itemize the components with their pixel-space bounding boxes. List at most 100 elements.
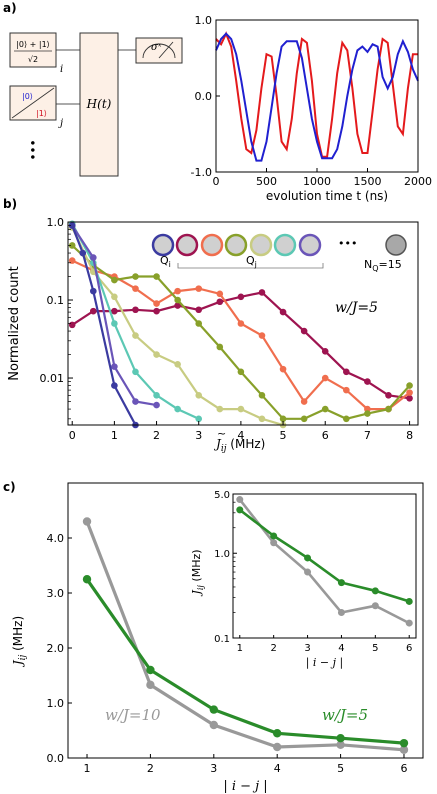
chart-b-xtick-label: 8 xyxy=(406,429,413,442)
chart-c-xtick-label: 4 xyxy=(274,762,281,775)
more-qubits-dots: ••• xyxy=(25,139,39,160)
inset-xlabel: | i − j | xyxy=(306,656,344,670)
chart-a-ytick-label: -1.0 xyxy=(191,166,212,179)
chart-b-point xyxy=(216,298,224,306)
inset-frame xyxy=(232,493,417,639)
hamiltonian-label: H(t) xyxy=(86,97,112,111)
inset-xtick-label: 4 xyxy=(338,643,344,654)
legend-qi: Qi xyxy=(160,254,171,269)
chart-b-point xyxy=(111,276,118,284)
chart-b-point xyxy=(90,254,97,261)
inset-point xyxy=(405,619,413,627)
chart-b-point xyxy=(237,293,245,301)
chart-b-point xyxy=(174,287,181,295)
panel-c-label: c) xyxy=(3,480,16,494)
chart-b-point xyxy=(237,368,245,376)
inset-point xyxy=(304,568,312,576)
panel-b-label: b) xyxy=(3,197,17,211)
input-i-subscript: i xyxy=(60,64,63,75)
measurement-label: σˣ xyxy=(151,42,162,53)
chart-b-point xyxy=(216,405,224,413)
input-j-ket0: |0⟩ xyxy=(22,92,33,101)
chart-c-point xyxy=(209,705,219,714)
legend-qubit-circle xyxy=(175,233,199,257)
chart-b-point xyxy=(258,332,266,339)
chart-b-point xyxy=(258,289,266,296)
chart-c-ylabel: Jij (MHz) xyxy=(11,616,28,668)
legend-qubit-circle xyxy=(298,233,322,257)
chart-b-annotation: w/J=5 xyxy=(335,300,378,316)
inset-point xyxy=(236,496,244,504)
chart-c-point xyxy=(146,665,155,675)
legend-qubit-circle xyxy=(224,233,248,257)
chart-b-xlabel-tilde: ~ xyxy=(217,427,226,440)
chart-b-point xyxy=(68,321,76,329)
chart-a-xtick-label: 1000 xyxy=(303,175,331,188)
chart-b-point xyxy=(111,382,118,389)
chart-c-point xyxy=(399,745,409,754)
chart-b-xtick-label: 4 xyxy=(237,429,244,442)
chart-b-point xyxy=(279,365,287,373)
chart-b-point xyxy=(406,389,413,396)
chart-b-point xyxy=(68,257,76,264)
chart-b-point xyxy=(364,378,371,385)
chart-b-point xyxy=(195,285,203,292)
chart-b-point xyxy=(195,320,203,327)
chart-b-legend: Qi Qj ••• NQ=15 xyxy=(151,233,407,273)
chart-c-ytick-label: 2.0 xyxy=(47,642,65,655)
input-i-denominator: √2 xyxy=(28,55,38,64)
chart-b-point xyxy=(343,415,350,423)
chart-b-ytick-label: 0.1 xyxy=(47,294,65,307)
inset-point xyxy=(337,608,345,616)
chart-b-point xyxy=(343,368,350,376)
chart-b-ytick-label: 1.0 xyxy=(47,216,65,229)
chart-b-ytick-label: 0.01 xyxy=(40,372,65,385)
chart-c-point xyxy=(209,720,219,730)
chart-b-point xyxy=(132,285,139,292)
inset-ylabel: Jij (MHz) xyxy=(190,549,205,596)
chart-b-point xyxy=(385,405,392,413)
chart-c-xtick-label: 5 xyxy=(337,762,344,775)
chart-c-frame xyxy=(67,482,424,759)
chart-c-ytick-label: 3.0 xyxy=(47,587,65,600)
chart-c-inset: 1 2 3 4 5 6 5.0 1.0 0.1 | i − j | Jij (MHz) xyxy=(190,490,417,670)
chart-b-point xyxy=(343,386,350,394)
chart-b-xtick-label: 2 xyxy=(153,429,160,442)
chart-c-xtick-label: 1 xyxy=(84,762,91,775)
legend-qubit-circle xyxy=(151,233,175,257)
inset-point xyxy=(337,579,345,587)
chart-b-point xyxy=(174,360,181,368)
chart-b-point xyxy=(237,320,245,327)
hamiltonian-box xyxy=(79,32,119,177)
chart-b-point xyxy=(279,308,287,316)
inset-point xyxy=(371,587,379,595)
chart-b-point xyxy=(364,405,371,413)
chart-b-point xyxy=(68,242,76,249)
inset-point xyxy=(371,602,379,610)
inset-xtick-label: 2 xyxy=(270,643,276,654)
chart-c-point xyxy=(272,729,282,738)
chart-b-point xyxy=(300,415,308,423)
chart-c-xlabel: | i − j | xyxy=(223,779,267,794)
chart-b-point xyxy=(132,368,139,376)
chart-a-ytick-label: 0.0 xyxy=(195,90,213,103)
chart-b-series-2 xyxy=(71,244,411,420)
chart-c-point xyxy=(399,738,409,748)
legend-nq: NQ=15 xyxy=(364,258,402,273)
chart-b-point xyxy=(174,405,181,413)
chart-c-ytick-label: 0.0 xyxy=(47,752,65,765)
chart-c-xtick-label: 3 xyxy=(210,762,217,775)
chart-b-point xyxy=(90,307,97,315)
chart-b-point xyxy=(153,401,160,409)
chart-a-xtick-label: 1500 xyxy=(354,175,382,188)
chart-b-point xyxy=(153,300,160,307)
inset-point xyxy=(270,532,278,540)
chart-b-point xyxy=(216,290,224,298)
chart-b-point xyxy=(195,415,203,423)
chart-a: 0 500 1000 1500 2000 1.0 0.0 -1.0 evolution time… xyxy=(191,14,432,203)
chart-b-point xyxy=(174,302,181,309)
inset-xtick-label: 5 xyxy=(372,643,378,654)
legend-qubit-circle xyxy=(249,233,273,257)
chart-b-point xyxy=(111,293,118,301)
